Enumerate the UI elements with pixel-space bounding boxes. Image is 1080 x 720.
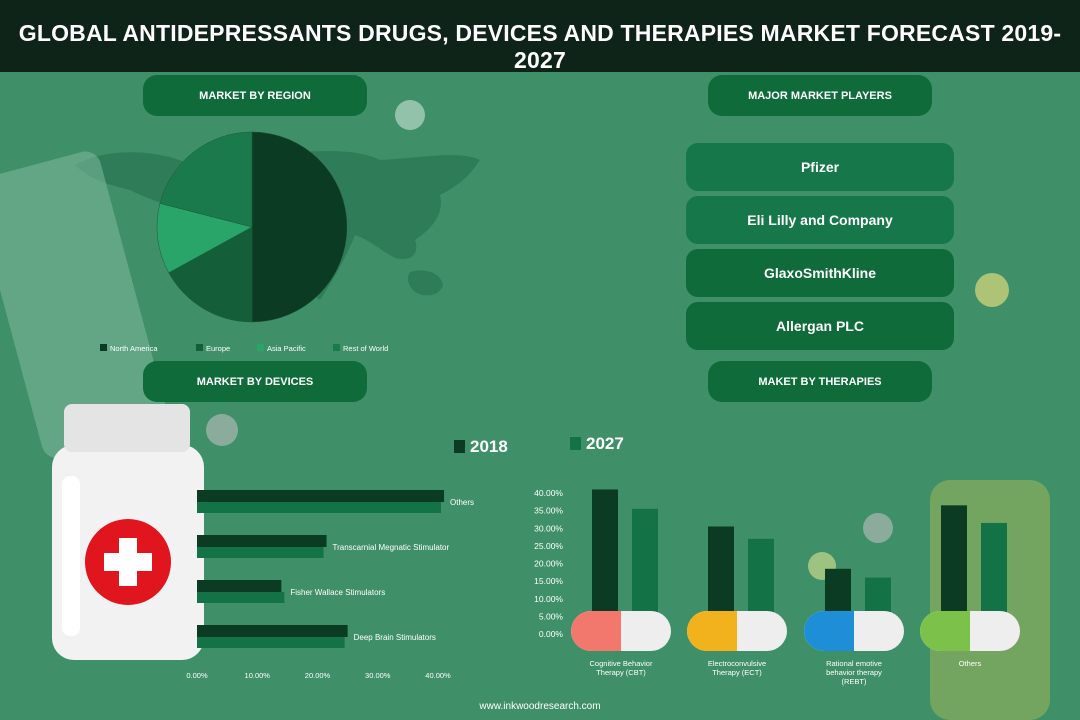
therapy-category-label: Electroconvulsive [708,659,766,668]
therapy-y-tick: 5.00% [539,611,564,621]
device-x-tick: 0.00% [186,671,208,680]
capsule-icon [804,611,854,651]
device-bar-2027 [197,592,285,603]
therapy-category-label: Therapy (ECT) [712,668,762,677]
device-x-tick: 10.00% [245,671,271,680]
capsule-icon [920,611,970,651]
player-allergan: Allergan PLC [686,302,954,350]
year-legend-swatch [454,440,465,453]
therapy-category-label: (REBT) [842,677,868,686]
device-bar-2018 [197,580,282,592]
device-category-label: Transcarnial Megnatic Stimulator [333,543,450,552]
legend-swatch [100,344,107,351]
device-bar-2027 [197,502,442,513]
therapy-y-tick: 25.00% [534,541,563,551]
device-x-tick: 30.00% [365,671,391,680]
therapy-category-label: behavior therapy [826,668,882,677]
year-legend-label: 2018 [470,437,508,456]
pie-slice [159,131,253,228]
footer-url: www.inkwoodresearch.com [479,701,601,712]
device-bar-2027 [197,547,324,558]
capsule-icon [571,611,621,651]
legend-swatch [257,344,264,351]
pie-slice [156,203,253,274]
year-legend-label: 2027 [586,434,624,453]
market-by-therapies-label: MAKET BY THERAPIES [708,361,932,402]
therapy-y-tick: 30.00% [534,523,563,533]
major-market-players-label: MAJOR MARKET PLAYERS [708,75,932,116]
therapy-category-label: Rational emotive [826,659,882,668]
legend-label: North America [110,344,158,353]
market-by-devices-label: MARKET BY DEVICES [143,361,367,402]
therapy-category-label: Cognitive Behavior [590,659,653,668]
therapy-y-tick: 10.00% [534,594,563,604]
device-bar-2018 [197,535,327,547]
therapy-y-tick: 0.00% [539,629,564,639]
market-by-region-label: MARKET BY REGION [143,75,367,116]
legend-swatch [196,344,203,351]
device-x-tick: 20.00% [305,671,331,680]
legend-label: Rest of World [343,344,388,353]
therapy-y-tick: 35.00% [534,506,563,516]
device-bar-2018 [197,625,348,637]
therapy-y-tick: 20.00% [534,559,563,569]
device-x-tick: 40.00% [425,671,451,680]
device-bar-2018 [197,490,445,502]
therapy-category-label: Therapy (CBT) [596,668,646,677]
pie-slice [168,226,253,323]
pie-slice [251,131,348,323]
therapy-y-tick: 15.00% [534,576,563,586]
device-bar-2027 [197,637,345,648]
player-glaxosmithkline: GlaxoSmithKline [686,249,954,297]
legend-label: Asia Pacific [267,344,306,353]
year-legend-swatch [570,437,581,450]
device-category-label: Others [450,498,474,507]
device-category-label: Fisher Wallace Stimulators [290,588,385,597]
player-pfizer: Pfizer [686,143,954,191]
player-eli-lilly: Eli Lilly and Company [686,196,954,244]
header-bar: GLOBAL ANTIDEPRESSANTS DRUGS, DEVICES AN… [0,0,1080,73]
therapy-y-tick: 40.00% [534,488,563,498]
device-category-label: Deep Brain Stimulators [354,633,436,642]
therapy-bar-2018 [592,489,618,634]
capsule-icon [687,611,737,651]
legend-swatch [333,344,340,351]
therapy-category-label: Others [959,659,982,668]
page-title: GLOBAL ANTIDEPRESSANTS DRUGS, DEVICES AN… [18,20,1062,73]
legend-label: Europe [206,344,230,353]
